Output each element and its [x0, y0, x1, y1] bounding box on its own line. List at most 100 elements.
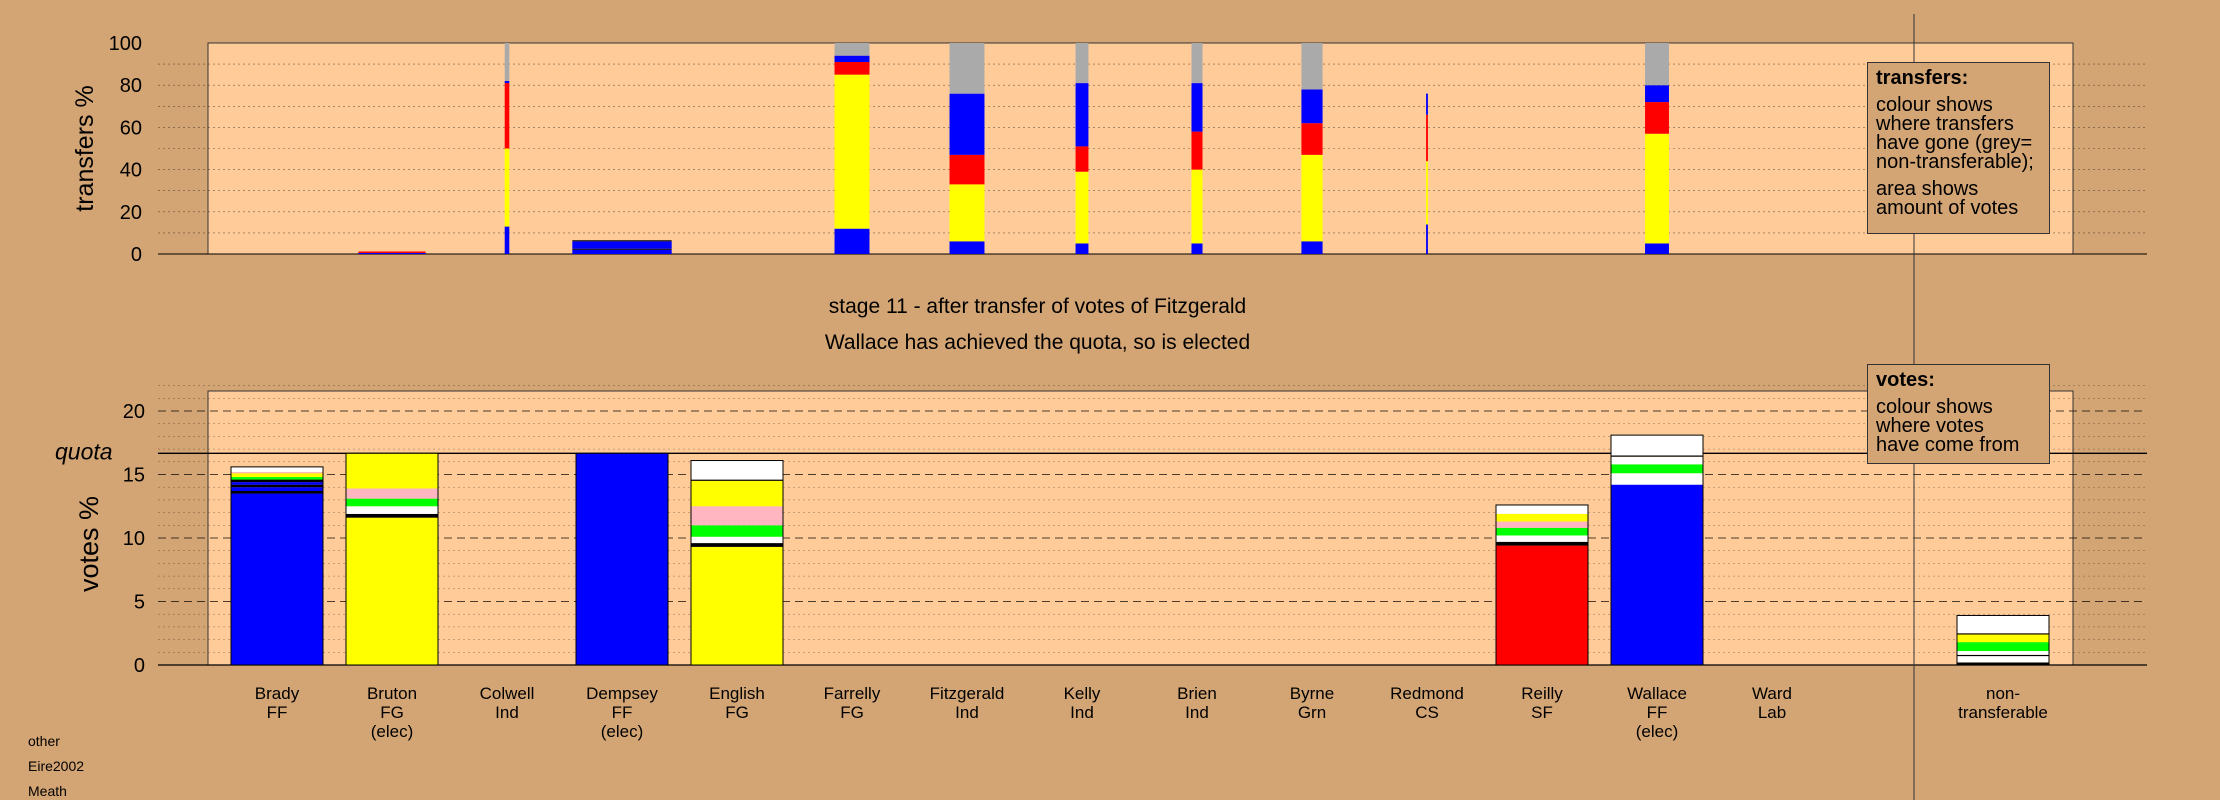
- transfer-bar-segment: [1191, 43, 1203, 84]
- transfers-ytick-label: 60: [120, 117, 142, 139]
- transfer-bar-segment: [1301, 43, 1323, 90]
- vote-bar-segment: [1496, 535, 1588, 542]
- candidate-name-label: Reilly: [1521, 684, 1563, 703]
- votes-ytick-label: 20: [123, 401, 145, 423]
- candidate-party-label: Grn: [1298, 703, 1326, 722]
- transfer-bar-segment: [1075, 171, 1089, 244]
- transfer-bar-segment: [1075, 83, 1089, 147]
- vote-bar-segment: [1496, 513, 1588, 522]
- candidate-name-label: Colwell: [480, 684, 535, 703]
- candidate-status-label: (elec): [1636, 722, 1679, 741]
- votes-legend-colour-note: colour shows where votes have come from: [1876, 396, 2020, 456]
- transfer-bar-segment: [1075, 43, 1089, 84]
- candidate-party-label: Lab: [1758, 703, 1786, 722]
- candidate-party-label: FF: [1647, 703, 1668, 722]
- vote-bar-segment: [231, 491, 323, 494]
- candidate-name-label: Farrelly: [824, 684, 881, 703]
- votes-ytick-label: 10: [123, 528, 145, 550]
- vote-bar-segment: [1957, 642, 2049, 652]
- vote-bar-segment: [231, 466, 323, 472]
- transfer-bar-segment: [1301, 154, 1323, 242]
- candidate-party-label: Ind: [1070, 703, 1094, 722]
- votes-ytick-label: 5: [134, 592, 145, 614]
- transfer-bar-segment: [1426, 224, 1428, 254]
- transfers-legend-colour-note: colour shows where transfers have gone (…: [1876, 94, 2034, 173]
- transfer-bar-segment: [1645, 133, 1669, 244]
- votes-panel: quota 0 5 10 15 20 votes %: [55, 14, 2147, 800]
- vote-bar-segment: [691, 480, 783, 507]
- transfers-y-axis-label: transfers %: [71, 85, 99, 211]
- candidate-name-label: Byrne: [1290, 684, 1334, 703]
- vote-bar-segment: [231, 479, 323, 483]
- transfer-bar-segment: [1301, 89, 1323, 124]
- candidate-party-label: FG: [380, 703, 404, 722]
- vote-bar-segment: [691, 543, 783, 547]
- transfers-ytick-label: 80: [120, 75, 142, 97]
- transfer-bar-segment: [1191, 169, 1203, 244]
- vote-bar-outline: [230, 466, 324, 666]
- vote-bar-segment: [691, 506, 783, 526]
- votes-legend-title: votes:: [1876, 369, 1935, 391]
- candidate-name-label: Kelly: [1064, 684, 1101, 703]
- candidate-status-label: (elec): [601, 722, 644, 741]
- vote-bar-segment: [1496, 545, 1588, 665]
- nontransferable-label-line1: non-: [1986, 684, 2020, 703]
- vote-bar-segment: [1957, 633, 2049, 635]
- transfer-bar-segment: [1075, 243, 1089, 254]
- transfer-bar-segment: [1301, 123, 1323, 155]
- vote-bar-segment: [1957, 656, 2049, 663]
- candidate-party-label: Ind: [495, 703, 519, 722]
- nontransferable-label-line2: transferable: [1958, 703, 2048, 722]
- transfers-ytick-label: 40: [120, 160, 142, 182]
- footer-constituency: Meath: [28, 783, 67, 799]
- votes-legend: votes: colour shows where votes have com…: [1867, 364, 2050, 464]
- transfer-bar-segment: [1645, 102, 1669, 134]
- vote-bar-segment: [1957, 651, 2049, 655]
- candidate-name-label: Redmond: [1390, 684, 1464, 703]
- transfer-bar-segment: [1645, 43, 1669, 86]
- candidate-party-label: SF: [1531, 703, 1553, 722]
- vote-bar-segment: [346, 498, 438, 507]
- transfer-bar-segment: [358, 252, 426, 254]
- transfer-bar-segment: [1426, 161, 1428, 225]
- transfers-panel: 0 20 40 60 80 100 transfers %: [71, 33, 2147, 266]
- vote-bar-segment: [231, 487, 323, 492]
- footer-other: other: [28, 733, 60, 749]
- transfer-bar-segment: [504, 80, 510, 84]
- transfer-bar-segment: [504, 83, 510, 149]
- vote-bar-segment: [346, 453, 438, 489]
- candidate-party-label: FF: [612, 703, 633, 722]
- vote-bar-segment: [1957, 654, 2049, 657]
- transfers-legend-title: transfers:: [1876, 67, 1969, 89]
- transfer-bar-segment: [949, 43, 985, 94]
- candidate-status-label: (elec): [371, 722, 414, 741]
- vote-bar-outline: [1610, 434, 1704, 666]
- vote-bar-segment: [1611, 473, 1703, 485]
- votes-plot-area: [207, 390, 2074, 666]
- result-caption: Wallace has achieved the quota, so is el…: [824, 331, 1251, 354]
- vote-bar-outline: [690, 460, 784, 666]
- vote-bar-segment: [346, 517, 438, 665]
- transfer-bar-segment: [1301, 241, 1323, 254]
- transfers-legend: transfers: colour shows where transfers …: [1867, 62, 2050, 234]
- transfer-bar-segment: [1645, 243, 1669, 254]
- vote-bar-segment: [691, 460, 783, 480]
- candidate-name-label: English: [709, 684, 765, 703]
- transfer-bar-segment: [834, 74, 870, 229]
- vote-bar-segment: [231, 477, 323, 480]
- footer-election: Eire2002: [28, 758, 85, 774]
- candidate-name-label: Brady: [255, 684, 300, 703]
- vote-bar-segment: [231, 473, 323, 478]
- transfer-bar-segment: [834, 55, 870, 62]
- candidate-labels: BradyFFBrutonFG(elec)ColwellIndDempseyFF…: [255, 684, 2048, 741]
- transfer-bar-segment: [358, 251, 426, 253]
- candidate-name-label: Brien: [1177, 684, 1217, 703]
- transfer-bar-segment: [834, 61, 870, 75]
- candidate-name-label: Bruton: [367, 684, 417, 703]
- vote-bar-segment: [1496, 527, 1588, 536]
- vote-bar-outline: [1956, 614, 2050, 666]
- vote-bar-segment: [1611, 435, 1703, 456]
- vote-bar-segment: [1611, 464, 1703, 474]
- vote-bar-segment: [346, 488, 438, 499]
- quota-label: quota: [55, 438, 113, 464]
